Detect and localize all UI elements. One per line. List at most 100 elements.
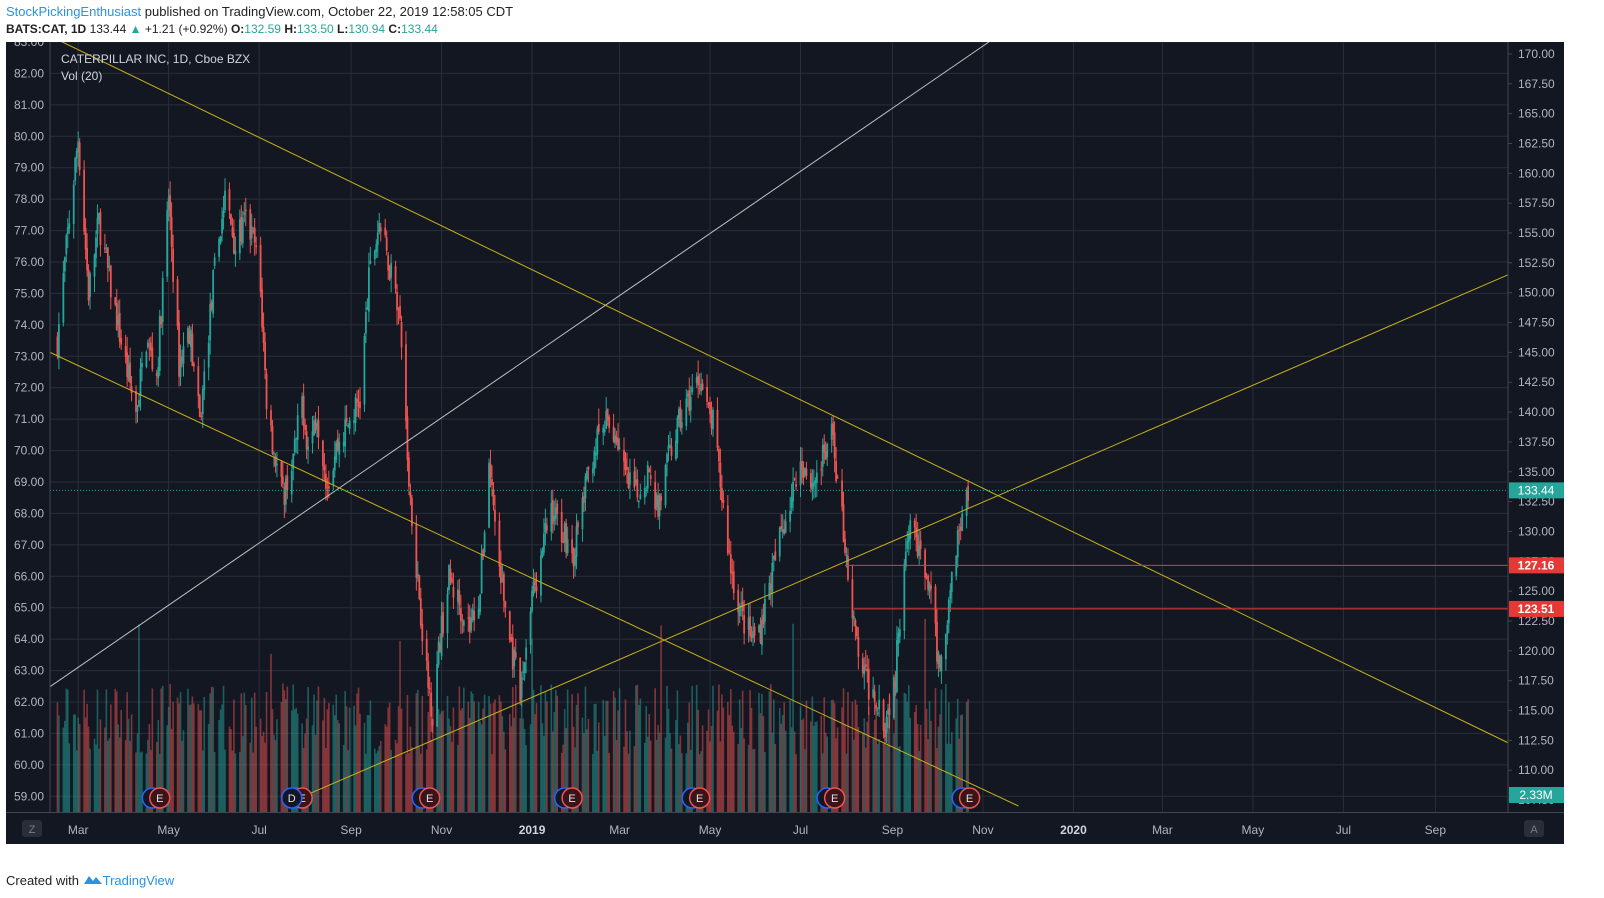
candle-body — [323, 466, 326, 471]
left-tick-label: 77.00 — [14, 224, 44, 238]
candle-body — [158, 316, 161, 372]
volume-bar — [166, 725, 168, 812]
left-tick-label: 75.00 — [14, 286, 44, 300]
volume-bar — [210, 686, 213, 812]
volume-bar — [200, 710, 203, 812]
candle-body — [958, 529, 961, 531]
candle-body — [897, 632, 900, 644]
candle-body — [238, 219, 241, 254]
candle-body — [264, 342, 266, 371]
candle-body — [200, 415, 203, 418]
candle-body — [732, 571, 735, 594]
trendline-descending-resistance — [61, 42, 1509, 744]
volume-bar — [489, 703, 492, 812]
close-value: 133.44 — [401, 22, 438, 36]
volume-bar — [114, 688, 117, 812]
candle-body — [887, 709, 889, 715]
volume-bar — [826, 736, 829, 812]
candle-body — [864, 664, 867, 667]
volume-bar — [374, 748, 376, 812]
volume-bar — [623, 746, 625, 812]
volume-bar — [596, 750, 599, 812]
left-axis-panel[interactable] — [6, 42, 50, 844]
candle-body — [523, 662, 526, 674]
volume-bar — [617, 710, 619, 812]
volume-bar — [307, 687, 309, 812]
candle-body — [752, 630, 754, 639]
close-label: C: — [388, 22, 402, 36]
volume-bar — [888, 695, 891, 812]
last-price-label: 133.44 — [1518, 483, 1555, 497]
right-tick-label: 120.00 — [1518, 644, 1555, 658]
candle-body — [479, 594, 482, 612]
volume-bar — [199, 710, 201, 812]
candle-body — [882, 699, 885, 731]
volume-bar — [458, 686, 461, 812]
candle-body — [212, 270, 215, 314]
candle-body — [160, 316, 163, 325]
volume-bar — [273, 734, 275, 812]
right-tick-label: 165.00 — [1518, 107, 1555, 121]
author-link[interactable]: StockPickingEnthusiast — [6, 4, 142, 19]
volume-bar — [477, 702, 480, 812]
candle-body — [562, 541, 565, 544]
auto-scale-button[interactable] — [1524, 820, 1544, 837]
volume-bar — [359, 713, 361, 812]
dividend-marker — [281, 787, 303, 809]
volume-bar — [353, 705, 355, 812]
volume-bar — [645, 706, 648, 812]
auto-scale-icon: A — [1530, 824, 1538, 836]
volume-bar — [949, 744, 952, 812]
volume-bar — [93, 738, 96, 812]
candle-body — [188, 331, 191, 344]
candle-body — [697, 375, 700, 386]
zoom-button[interactable] — [22, 820, 42, 837]
candle-body — [387, 255, 390, 271]
candle-body — [86, 247, 88, 271]
candle-body — [851, 579, 854, 619]
earnings-marker-label: E — [426, 793, 433, 805]
candle-body — [99, 211, 102, 246]
volume-indicator-label[interactable]: Vol (20) — [61, 69, 102, 83]
volume-bar — [790, 727, 793, 812]
time-axis-panel[interactable] — [6, 812, 1564, 844]
volume-bar — [885, 745, 888, 812]
event-markers[interactable]: EEEEEEED — [141, 787, 981, 809]
candle-body — [141, 363, 143, 368]
volume-bar — [727, 701, 729, 812]
volume-bar — [510, 726, 513, 812]
candle-body — [925, 576, 928, 578]
volume-bar — [842, 688, 845, 812]
candle-body — [249, 209, 252, 240]
volume-bar — [242, 736, 244, 812]
candle-body — [801, 460, 803, 469]
candle-body — [333, 456, 336, 471]
volume-bar — [249, 742, 252, 812]
candle-body — [93, 254, 96, 277]
price-chart[interactable]: EEEEEEED 83.0082.0081.0080.0079.0078.007… — [6, 42, 1564, 844]
candle-body — [344, 419, 347, 447]
candle-body — [759, 625, 762, 643]
candle-body — [867, 668, 870, 700]
candle-body — [345, 417, 348, 422]
left-tick-label: 83.00 — [14, 42, 44, 49]
volume-bar — [896, 698, 898, 812]
tradingview-link[interactable]: TradingView — [102, 873, 175, 888]
candle-body — [305, 431, 308, 450]
candle-body — [614, 435, 617, 444]
volume-bar — [488, 695, 490, 812]
candle-body — [409, 491, 412, 498]
volume-bar — [863, 718, 866, 812]
right-tick-label: 135.00 — [1518, 465, 1555, 479]
time-axis: Mar May Jul Sep Nov 2019 Mar May Jul Sep Nov 2020 Ma… — [68, 823, 1446, 837]
candle-body — [203, 371, 206, 390]
candle-body — [587, 466, 590, 470]
candle-body — [244, 209, 247, 212]
candle-body — [718, 448, 720, 462]
candle-body — [210, 301, 213, 310]
level-price-tag — [1509, 557, 1564, 574]
candle-body — [956, 530, 959, 558]
right-axis-panel[interactable] — [1508, 42, 1564, 844]
candle-body — [95, 237, 97, 259]
volume-bar — [876, 744, 879, 812]
